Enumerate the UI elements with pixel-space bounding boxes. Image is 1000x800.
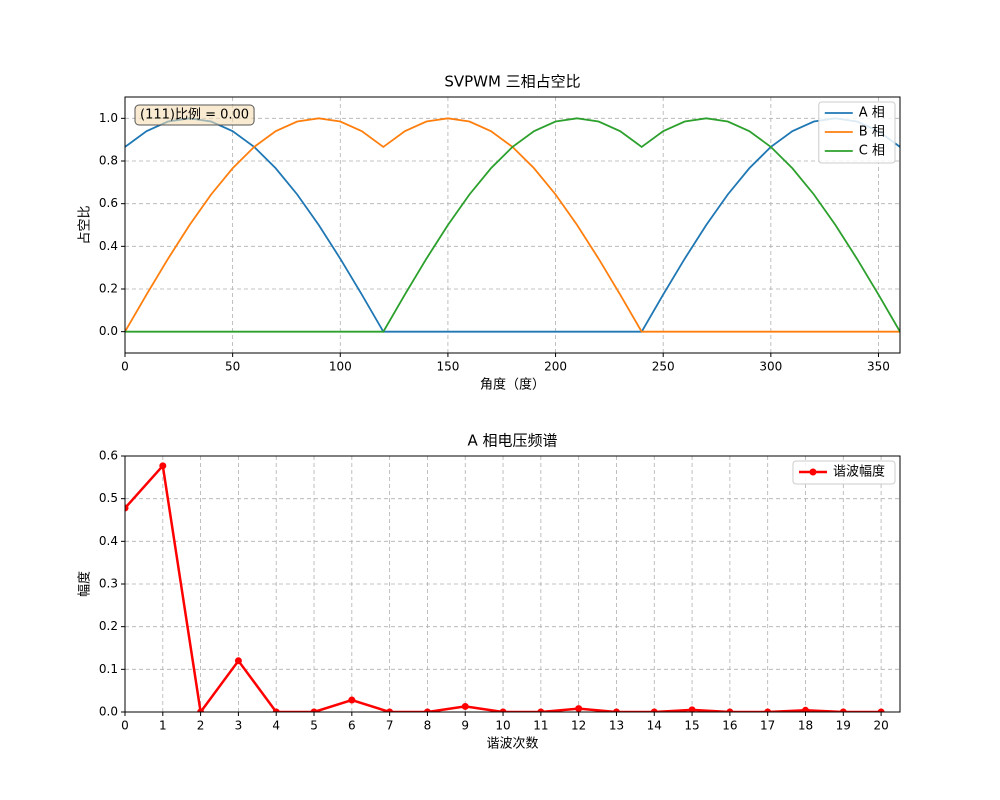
x-tick-label: 11 [533,719,548,733]
x-tick-label: 7 [386,719,394,733]
x-tick-label: 19 [836,719,851,733]
x-tick-label: 12 [571,719,586,733]
legend-marker [809,468,817,476]
series-line [125,117,900,333]
y-tick-label: 0.8 [99,154,118,168]
legend-box [792,460,896,485]
x-tick-label: 100 [329,360,352,374]
x-tick-label: 18 [798,719,813,733]
y-tick-label: 0.5 [99,491,118,505]
legend-label: C 相 [859,144,885,159]
y-tick-label: 1.0 [99,111,118,125]
legend-label: A 相 [859,106,885,121]
x-axis-label: 谐波次数 [486,736,538,752]
x-tick-label: 15 [684,719,699,733]
x-tick-label: 50 [225,360,240,374]
x-tick-label: 10 [495,719,510,733]
y-tick-label: 0.2 [99,282,118,296]
marker [125,504,129,512]
y-axis-label: 占空比 [78,205,93,244]
y-tick-label: 0.1 [99,662,118,676]
marker [386,708,394,712]
marker [764,708,772,712]
x-tick-label: 5 [310,719,318,733]
marker [499,708,507,712]
marker [612,708,620,712]
plot-area [125,117,900,333]
x-tick-label: 17 [760,719,775,733]
marker [688,706,696,712]
x-axis-label: 角度（度） [480,377,545,393]
x-tick-label: 16 [722,719,737,733]
y-tick-label: 0.3 [99,577,118,591]
marker [197,708,205,712]
series-line [125,117,900,333]
annotation-box [134,104,255,126]
marker [310,708,318,712]
legend-box [818,101,896,164]
annotation: (111)比例 = 0.00 [140,108,249,123]
marker [839,708,847,712]
y-tick-label: 0.6 [99,449,118,463]
marker [877,708,885,712]
x-tick-label: 0 [121,360,129,374]
y-tick-label: 0.0 [99,324,118,338]
x-tick-label: 14 [647,719,662,733]
marker [159,462,167,470]
x-tick-label: 200 [544,360,567,374]
x-tick-label: 2 [197,719,205,733]
x-tick-label: 0 [121,719,129,733]
chart-title: A 相电压频谱 [467,432,557,450]
x-tick-label: 150 [436,360,459,374]
marker [461,702,469,710]
legend: 谐波幅度 [792,460,896,485]
y-tick-label: 0.0 [99,705,118,719]
x-tick-label: 4 [272,719,280,733]
legend-label: 谐波幅度 [833,464,885,480]
marker [575,705,583,712]
chart-title: SVPWM 三相占空比 [444,73,580,91]
marker [234,657,242,665]
axes-frame [124,96,901,354]
y-tick-label: 0.4 [99,534,118,548]
marker [348,696,356,704]
x-tick-label: 13 [609,719,624,733]
legend-label: B 相 [859,125,885,140]
y-tick-label: 0.4 [99,239,118,253]
plot-area [125,462,885,712]
marker [423,708,431,712]
y-tick-label: 0.2 [99,619,118,633]
x-tick-label: 3 [235,719,243,733]
marker [272,708,280,712]
x-tick-label: 250 [652,360,675,374]
marker [650,708,658,712]
legend: A 相 B 相 C 相 [818,101,896,164]
x-tick-label: 20 [873,719,888,733]
y-tick-label: 0.6 [99,196,118,210]
marker [726,708,734,712]
x-tick-label: 1 [159,719,167,733]
x-tick-label: 350 [867,360,890,374]
axes-frame [124,455,901,713]
series-line [125,463,882,712]
x-tick-label: 8 [424,719,432,733]
x-tick-label: 6 [348,719,356,733]
x-tick-label: 300 [759,360,782,374]
x-tick-label: 9 [461,719,469,733]
y-axis-label: 幅度 [77,571,93,597]
series-line [125,117,900,333]
marker [537,708,545,712]
marker [801,706,809,712]
